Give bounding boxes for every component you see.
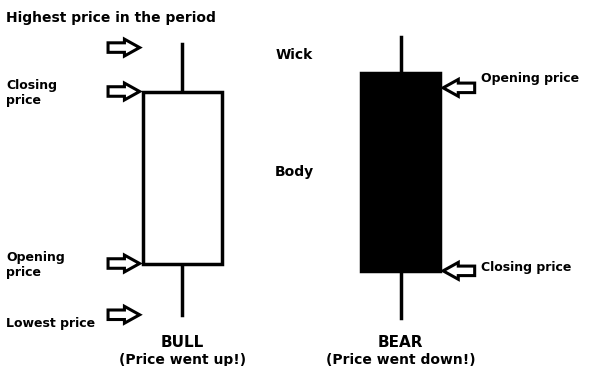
- Text: Opening price: Opening price: [481, 72, 579, 85]
- FancyArrow shape: [108, 83, 140, 100]
- Text: (Price went up!): (Price went up!): [118, 353, 246, 366]
- Text: Opening
price: Opening price: [6, 251, 65, 279]
- Bar: [361, 73, 440, 271]
- Text: Lowest price: Lowest price: [6, 317, 95, 330]
- FancyArrow shape: [443, 79, 475, 96]
- FancyArrow shape: [108, 306, 140, 323]
- FancyArrow shape: [443, 262, 475, 279]
- Text: Body: Body: [275, 165, 314, 179]
- Text: BEAR: BEAR: [378, 335, 423, 350]
- Text: Wick: Wick: [276, 48, 313, 62]
- Text: Closing price: Closing price: [481, 261, 571, 274]
- Text: Highest price in the period: Highest price in the period: [6, 11, 216, 25]
- FancyArrow shape: [108, 255, 140, 272]
- Bar: [143, 92, 222, 264]
- Text: (Price went down!): (Price went down!): [326, 353, 475, 366]
- FancyArrow shape: [108, 39, 140, 56]
- Text: Closing
price: Closing price: [6, 79, 57, 107]
- Text: BULL: BULL: [160, 335, 204, 350]
